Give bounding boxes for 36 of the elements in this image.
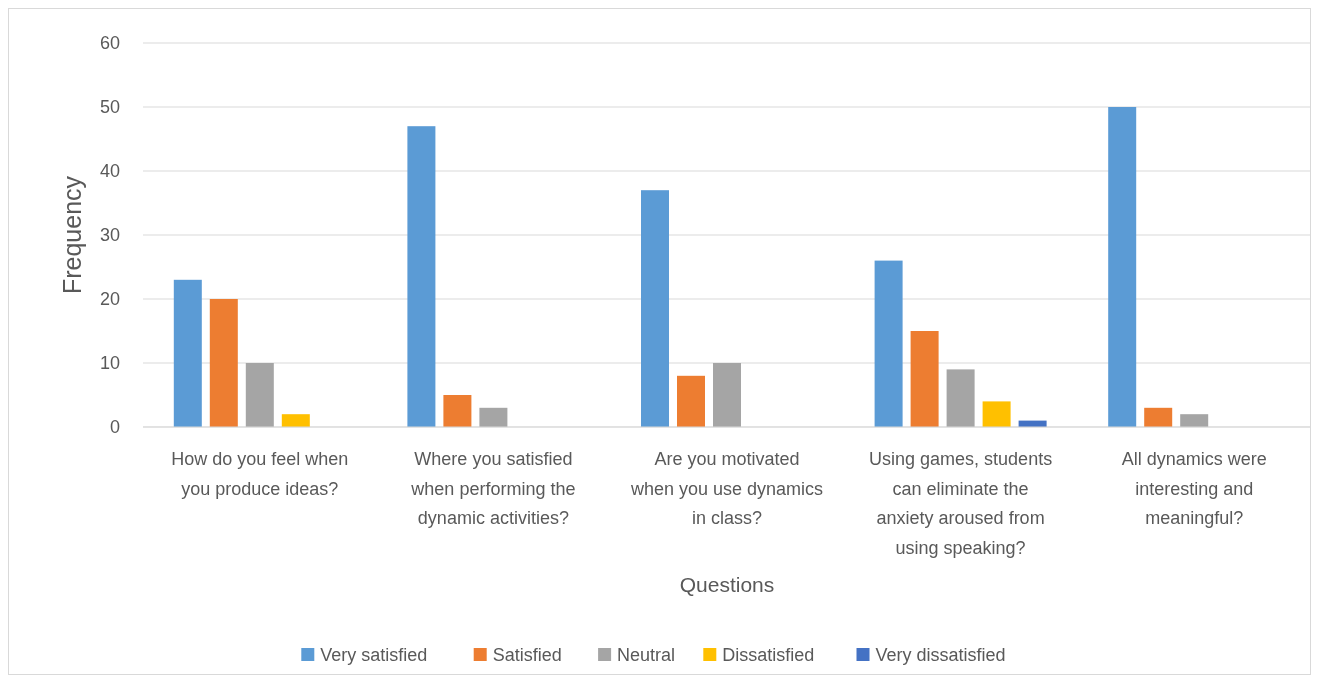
y-tick-label: 60 bbox=[99, 33, 120, 54]
x-tick-label: How do you feel when you produce ideas? bbox=[171, 449, 349, 499]
y-tick-label: 40 bbox=[99, 161, 120, 182]
bar bbox=[1108, 107, 1137, 427]
x-axis-title: Questions bbox=[679, 573, 775, 596]
bar bbox=[874, 260, 903, 427]
y-tick-label: 30 bbox=[99, 225, 120, 246]
legend-label: Very satisfied bbox=[320, 645, 428, 666]
y-axis-title: Frequency bbox=[58, 175, 86, 295]
x-tick-label: Using games, students can eliminate the anxiety aroused from using speaking? bbox=[869, 449, 1053, 558]
x-tick-label: All dynamics were interesting and meaningful? bbox=[1121, 449, 1267, 528]
bar bbox=[1180, 414, 1209, 427]
bar bbox=[407, 126, 436, 427]
y-tick-label: 50 bbox=[99, 97, 120, 118]
bar bbox=[713, 363, 741, 427]
legend-label: Very dissatisfied bbox=[875, 645, 1006, 666]
bar bbox=[1144, 407, 1173, 427]
bar bbox=[479, 407, 508, 427]
bar bbox=[209, 299, 238, 427]
y-tick-label: 20 bbox=[99, 289, 120, 310]
y-tick-label: 0 bbox=[109, 417, 120, 438]
legend-label: Neutral bbox=[617, 645, 676, 666]
bar bbox=[641, 190, 669, 427]
bar bbox=[982, 401, 1011, 427]
bar bbox=[281, 414, 310, 427]
bar bbox=[910, 331, 939, 427]
bar bbox=[677, 375, 705, 427]
bar bbox=[245, 363, 274, 427]
x-tick-label: Where you satisfied when performing the dynamic activities? bbox=[410, 449, 576, 528]
bar bbox=[443, 395, 472, 427]
legend-label: Satisfied bbox=[492, 645, 562, 666]
legend-label: Dissatisfied bbox=[722, 645, 815, 666]
bar bbox=[946, 369, 975, 427]
bar bbox=[173, 279, 202, 427]
y-tick-label: 10 bbox=[99, 353, 120, 374]
x-tick-label: Are you motivated when you use dynamics in class? bbox=[629, 449, 824, 528]
